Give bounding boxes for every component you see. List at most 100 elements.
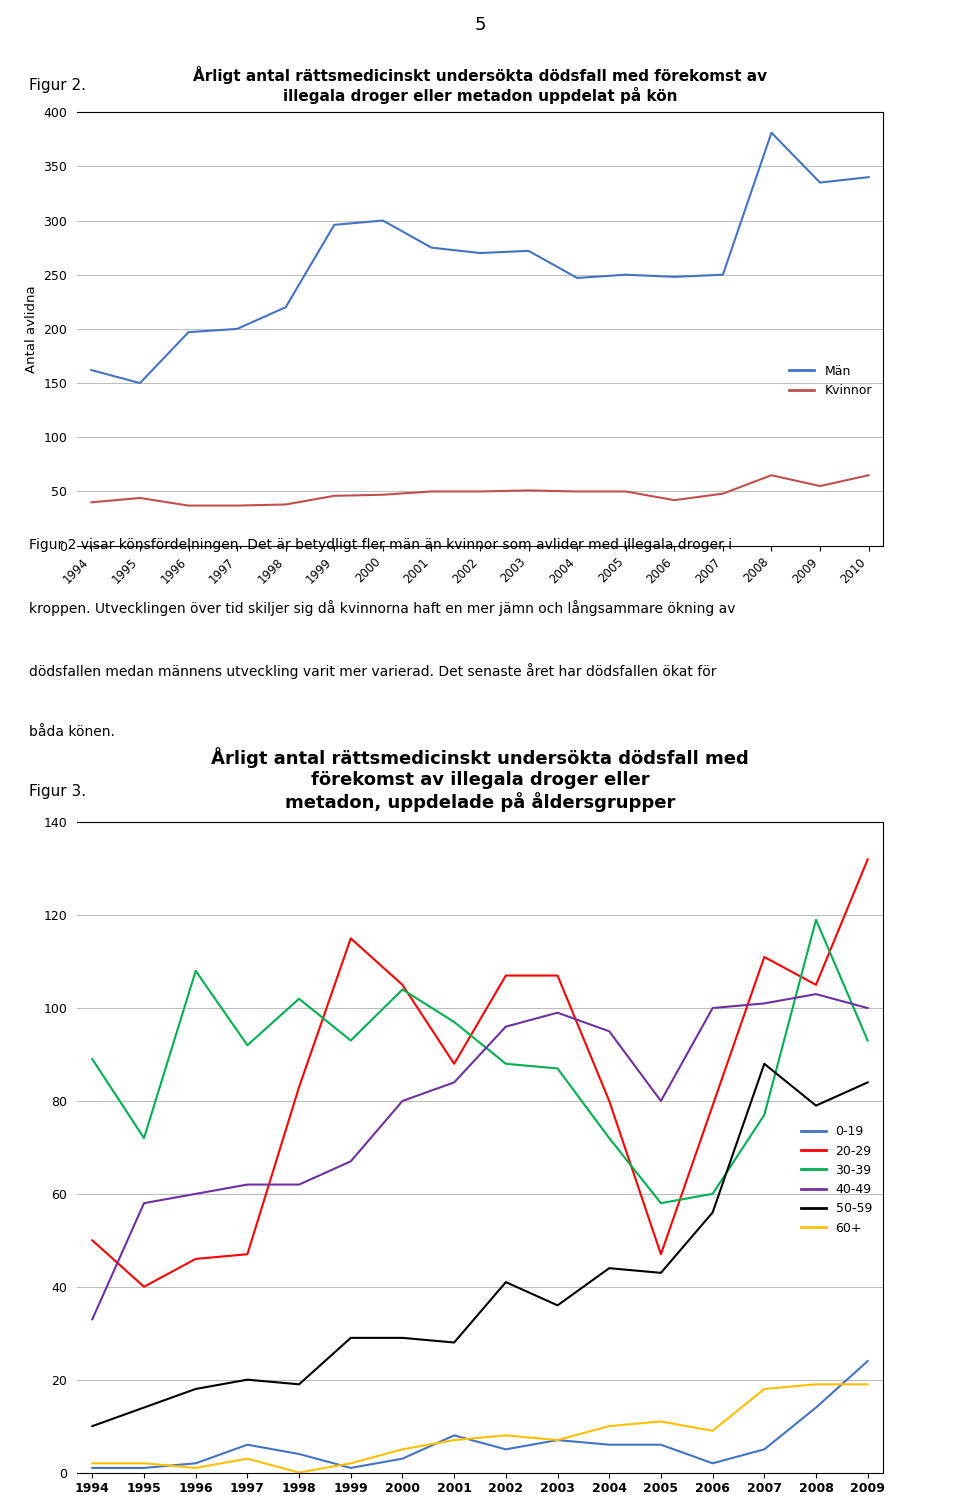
50-59	[294, 1375, 305, 1393]
20-29	[448, 1055, 460, 1073]
20-29	[86, 1232, 98, 1250]
40-49	[707, 999, 718, 1017]
50-59	[138, 1399, 150, 1417]
50-59	[396, 1329, 408, 1347]
Text: kroppen. Utvecklingen över tid skiljer sig då kvinnorna haft en mer jämn och lån: kroppen. Utvecklingen över tid skiljer s…	[29, 601, 735, 616]
Line: 20-29: 20-29	[92, 860, 868, 1287]
60+	[552, 1431, 564, 1449]
Text: 5: 5	[474, 16, 486, 34]
Legend: 0-19, 20-29, 30-39, 40-49, 50-59, 60+: 0-19, 20-29, 30-39, 40-49, 50-59, 60+	[796, 1120, 876, 1239]
50-59	[862, 1073, 874, 1091]
Text: Figur 2.: Figur 2.	[29, 78, 85, 94]
20-29	[396, 976, 408, 994]
40-49	[552, 1003, 564, 1021]
50-59	[500, 1274, 512, 1292]
Y-axis label: Antal avlidna: Antal avlidna	[25, 286, 37, 372]
0-19	[655, 1435, 666, 1453]
20-29	[500, 967, 512, 985]
50-59	[655, 1263, 666, 1281]
20-29	[655, 1245, 666, 1263]
40-49	[138, 1195, 150, 1212]
0-19	[862, 1351, 874, 1369]
40-49	[810, 985, 822, 1003]
60+	[707, 1422, 718, 1440]
50-59	[552, 1296, 564, 1314]
40-49	[242, 1175, 253, 1193]
20-29	[707, 1097, 718, 1115]
40-49	[862, 999, 874, 1017]
0-19	[707, 1455, 718, 1473]
60+	[604, 1417, 615, 1435]
50-59	[86, 1417, 98, 1435]
60+	[448, 1431, 460, 1449]
50-59	[758, 1055, 770, 1073]
0-19	[190, 1455, 202, 1473]
Title: Årligt antal rättsmedicinskt undersökta dödsfall med förekomst av
illegala droge: Årligt antal rättsmedicinskt undersökta …	[193, 66, 767, 105]
30-39	[500, 1055, 512, 1073]
30-39	[448, 1014, 460, 1032]
0-19	[396, 1450, 408, 1468]
20-29	[604, 1091, 615, 1109]
50-59	[448, 1334, 460, 1351]
40-49	[758, 994, 770, 1012]
50-59	[190, 1380, 202, 1398]
40-49	[655, 1091, 666, 1109]
20-29	[138, 1278, 150, 1296]
20-29	[345, 930, 356, 948]
50-59	[345, 1329, 356, 1347]
Text: Figur 3.: Figur 3.	[29, 783, 86, 800]
0-19	[604, 1435, 615, 1453]
50-59	[604, 1259, 615, 1277]
0-19	[552, 1431, 564, 1449]
30-39	[294, 990, 305, 1008]
60+	[242, 1450, 253, 1468]
30-39	[138, 1129, 150, 1147]
20-29	[242, 1245, 253, 1263]
30-39	[190, 961, 202, 979]
Text: Figur 2 visar könsfördelningen. Det är betydligt fler män än kvinnor som avlider: Figur 2 visar könsfördelningen. Det är b…	[29, 538, 732, 552]
0-19	[500, 1440, 512, 1458]
Line: 40-49: 40-49	[92, 994, 868, 1319]
50-59	[707, 1203, 718, 1221]
60+	[138, 1455, 150, 1473]
20-29	[862, 851, 874, 869]
40-49	[448, 1073, 460, 1091]
60+	[86, 1455, 98, 1473]
60+	[758, 1380, 770, 1398]
Line: 60+: 60+	[92, 1384, 868, 1473]
30-39	[86, 1049, 98, 1067]
60+	[345, 1455, 356, 1473]
20-29	[810, 976, 822, 994]
0-19	[86, 1459, 98, 1477]
30-39	[758, 1106, 770, 1124]
30-39	[862, 1032, 874, 1049]
0-19	[294, 1446, 305, 1464]
0-19	[242, 1435, 253, 1453]
50-59	[242, 1371, 253, 1389]
40-49	[396, 1091, 408, 1109]
30-39	[707, 1186, 718, 1203]
Legend: Män, Kvinnor: Män, Kvinnor	[784, 360, 876, 402]
40-49	[86, 1310, 98, 1328]
20-29	[552, 967, 564, 985]
Line: 30-39: 30-39	[92, 919, 868, 1203]
Title: Årligt antal rättsmedicinskt undersökta dödsfall med
förekomst av illegala droge: Årligt antal rättsmedicinskt undersökta …	[211, 748, 749, 812]
60+	[294, 1464, 305, 1482]
30-39	[345, 1032, 356, 1049]
40-49	[190, 1186, 202, 1203]
50-59	[810, 1097, 822, 1115]
40-49	[500, 1018, 512, 1036]
30-39	[396, 981, 408, 999]
0-19	[758, 1440, 770, 1458]
20-29	[758, 948, 770, 966]
0-19	[810, 1399, 822, 1417]
30-39	[242, 1036, 253, 1054]
40-49	[345, 1153, 356, 1171]
Line: 50-59: 50-59	[92, 1064, 868, 1426]
30-39	[810, 910, 822, 928]
60+	[810, 1375, 822, 1393]
Line: 0-19: 0-19	[92, 1360, 868, 1468]
40-49	[294, 1175, 305, 1193]
30-39	[552, 1060, 564, 1078]
60+	[500, 1426, 512, 1444]
